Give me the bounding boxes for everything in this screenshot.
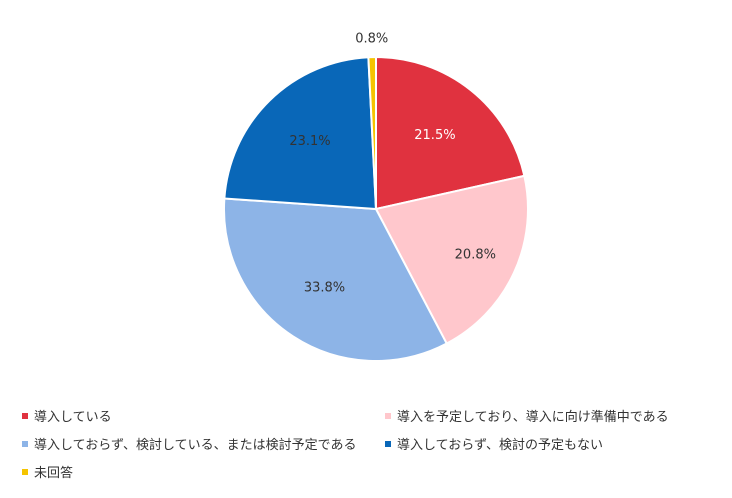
data-labels-group: 21.5% 20.8% 33.8% 23.1% 0.8% [289, 31, 496, 295]
legend-label-0: 導入している [34, 410, 112, 425]
pie-slice-0 [375, 55, 526, 211]
data-label-0: 21.5% [414, 128, 455, 143]
legend-label-3: 導入しておらず、検討の予定もない [397, 438, 604, 453]
data-label-4: 0.8% [355, 31, 388, 46]
pie-slice-3 [223, 56, 378, 211]
pie-chart-svg: 21.5% 20.8% 33.8% 23.1% 0.8% [223, 31, 529, 362]
legend-item-3: 導入しておらず、検討の予定もない [385, 434, 603, 453]
legend-item-0: 導入している [22, 406, 112, 425]
legend-swatch-2 [22, 440, 28, 447]
legend-item-4: 未回答 [22, 462, 73, 481]
data-label-1: 20.8% [455, 247, 496, 262]
data-label-3: 23.1% [289, 134, 330, 149]
pie-slice-4 [367, 55, 377, 210]
pie-slice-1 [374, 174, 529, 345]
legend-label-4: 未回答 [34, 466, 74, 481]
legend-label-2: 導入しておらず、検討している、または検討予定である [34, 438, 357, 453]
data-label-2: 33.8% [304, 280, 345, 295]
slices-group [223, 55, 529, 362]
legend-item-1: 導入を予定しており、導入に向け準備中である [385, 406, 669, 425]
legend: 導入している 導入を予定しており、導入に向け準備中である 導入しておらず、検討し… [0, 398, 732, 494]
legend-item-2: 導入しておらず、検討している、または検討予定である [22, 434, 357, 453]
legend-swatch-1 [385, 412, 391, 419]
legend-swatch-3 [385, 440, 391, 447]
legend-swatch-4 [22, 468, 28, 475]
legend-swatch-0 [22, 412, 28, 419]
legend-label-1: 導入を予定しており、導入に向け準備中である [397, 410, 669, 425]
pie-slice-2 [223, 197, 449, 362]
